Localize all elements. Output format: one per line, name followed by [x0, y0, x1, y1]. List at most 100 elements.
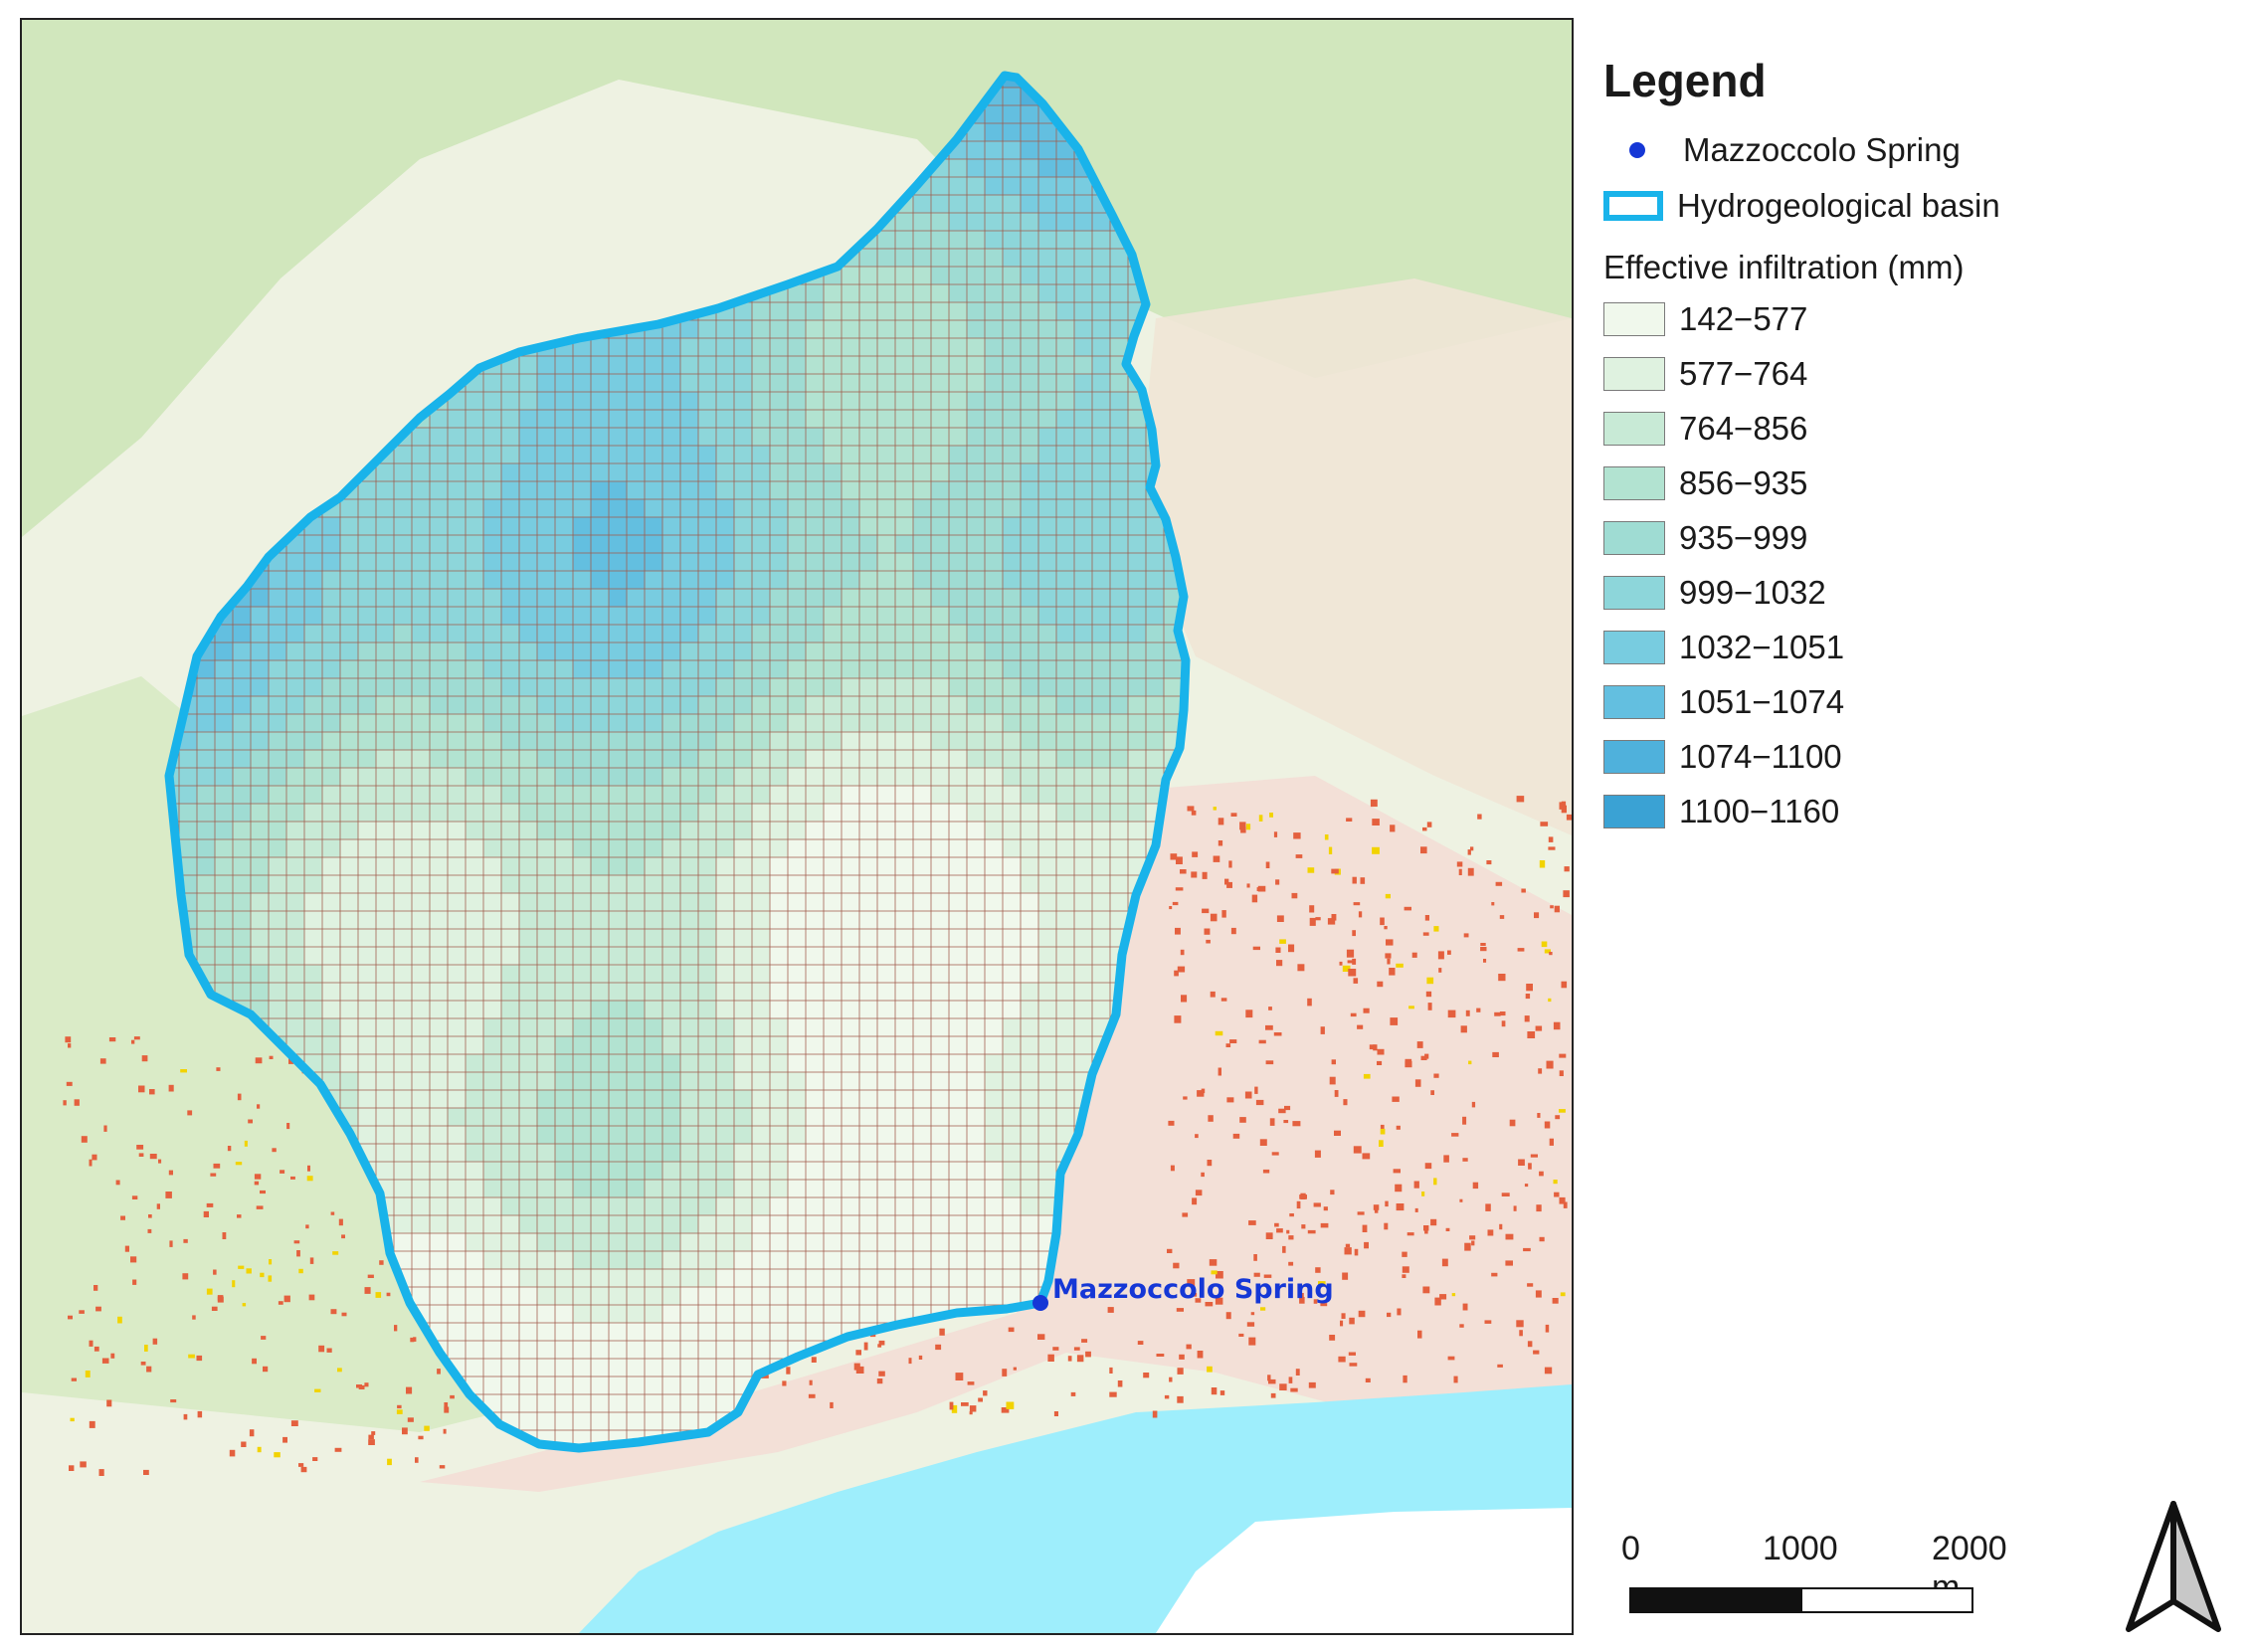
building-mark — [1559, 1109, 1566, 1113]
building-mark — [1397, 1308, 1402, 1316]
grid-cell — [824, 660, 842, 678]
grid-cell — [1128, 481, 1146, 499]
grid-cell — [734, 804, 752, 822]
building-mark — [1372, 846, 1380, 854]
grid-cell — [985, 1108, 1003, 1126]
grid-cell — [1056, 338, 1074, 356]
grid-cell — [967, 553, 985, 571]
grid-cell — [251, 607, 269, 625]
grid-cell — [483, 893, 501, 911]
grid-cell — [859, 1018, 877, 1036]
grid-cell — [770, 1287, 788, 1305]
grid-cell — [358, 1126, 376, 1144]
grid-cell — [340, 1072, 358, 1090]
building-mark — [1329, 1335, 1336, 1341]
grid-cell — [1038, 267, 1056, 284]
grid-cell — [949, 1269, 967, 1287]
grid-cell — [1003, 589, 1021, 607]
building-mark — [450, 1394, 455, 1399]
grid-cell — [483, 1377, 501, 1394]
grid-cell — [448, 481, 466, 499]
building-mark — [1553, 1021, 1561, 1030]
grid-cell — [501, 696, 519, 714]
grid-cell — [591, 804, 609, 822]
grid-cell — [1092, 893, 1110, 911]
grid-cell — [895, 1054, 913, 1072]
building-mark — [1207, 1366, 1213, 1373]
grid-cell — [412, 607, 430, 625]
grid-cell — [698, 714, 716, 732]
grid-cell — [537, 499, 555, 517]
grid-cell — [985, 481, 1003, 499]
building-mark — [1276, 915, 1284, 922]
grid-cell — [555, 1001, 573, 1018]
grid-cell — [483, 1269, 501, 1287]
grid-cell — [913, 1251, 931, 1269]
grid-cell — [913, 1018, 931, 1036]
grid-cell — [895, 607, 913, 625]
grid-cell — [251, 625, 269, 642]
grid-cell — [430, 1144, 448, 1162]
grid-cell — [698, 320, 716, 338]
grid-cell — [895, 750, 913, 768]
grid-cell — [734, 947, 752, 965]
building-mark — [1226, 1097, 1234, 1103]
grid-cell — [1110, 374, 1128, 392]
grid-cell — [269, 965, 286, 983]
grid-cell — [573, 893, 591, 911]
grid-cell — [1074, 786, 1092, 804]
grid-cell — [806, 804, 824, 822]
grid-cell — [430, 911, 448, 929]
grid-cell — [591, 911, 609, 929]
grid-cell — [609, 428, 627, 446]
building-mark — [1566, 814, 1572, 821]
building-mark — [1434, 1297, 1441, 1306]
grid-cell — [609, 625, 627, 642]
grid-cell — [483, 571, 501, 589]
grid-cell — [1164, 589, 1182, 607]
grid-cell — [985, 123, 1003, 141]
building-mark — [1377, 1048, 1385, 1055]
building-mark — [1441, 1258, 1448, 1267]
building-mark — [1208, 1115, 1214, 1122]
grid-cell — [501, 678, 519, 696]
grid-cell — [949, 571, 967, 589]
grid-cell — [859, 535, 877, 553]
grid-cell — [483, 410, 501, 428]
building-mark — [85, 1371, 91, 1377]
building-mark — [1323, 1206, 1328, 1211]
grid-cell — [412, 1001, 430, 1018]
grid-cell — [1110, 768, 1128, 786]
grid-cell — [716, 410, 734, 428]
grid-cell — [895, 965, 913, 983]
grid-cell — [1146, 607, 1164, 625]
grid-cell — [448, 607, 466, 625]
grid-cell — [824, 1197, 842, 1215]
grid-cell — [645, 947, 662, 965]
grid-cell — [788, 607, 806, 625]
grid-cell — [573, 1144, 591, 1162]
grid-cell — [806, 517, 824, 535]
grid-cell — [770, 410, 788, 428]
grid-cell — [627, 446, 645, 463]
basin-map[interactable]: Mazzoccolo Spring — [22, 20, 1572, 1633]
grid-cell — [1038, 428, 1056, 446]
grid-cell — [949, 678, 967, 696]
grid-cell — [519, 374, 537, 392]
grid-cell — [537, 410, 555, 428]
building-mark — [1256, 887, 1262, 891]
grid-cell — [430, 1287, 448, 1305]
grid-cell — [412, 947, 430, 965]
grid-cell — [788, 499, 806, 517]
grid-cell — [627, 911, 645, 929]
grid-cell — [233, 911, 251, 929]
grid-cell — [770, 822, 788, 839]
map-panel[interactable]: Mazzoccolo Spring — [20, 18, 1574, 1635]
grid-cell — [985, 786, 1003, 804]
grid-cell — [501, 607, 519, 625]
building-mark — [1299, 1297, 1305, 1304]
grid-cell — [877, 1001, 895, 1018]
grid-cell — [967, 1215, 985, 1233]
grid-cell — [1021, 499, 1038, 517]
grid-cell — [680, 965, 698, 983]
